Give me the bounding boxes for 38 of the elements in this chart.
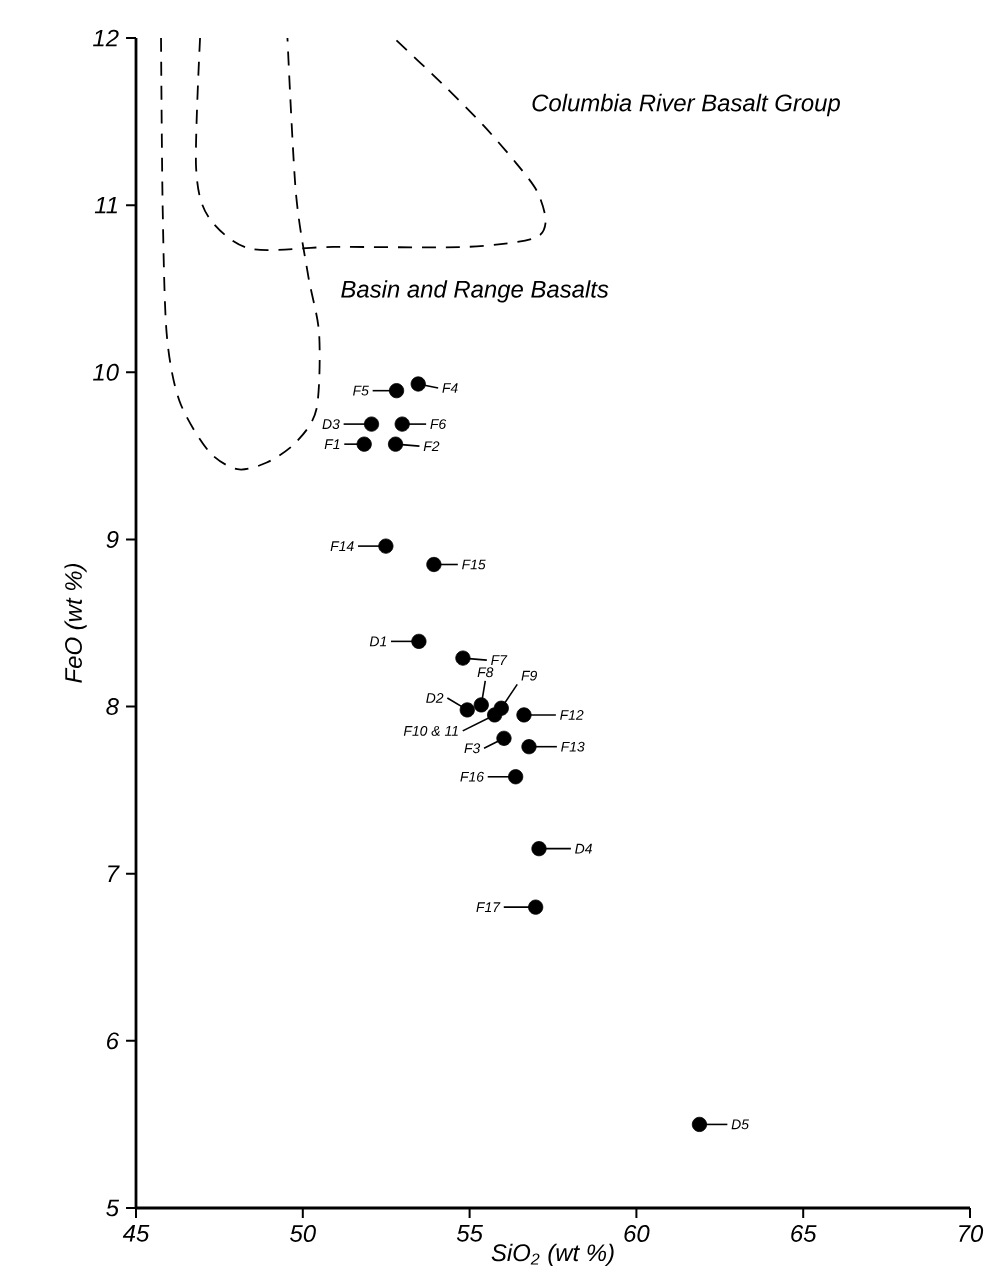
point bbox=[516, 707, 532, 723]
y-tick-label: 8 bbox=[106, 698, 119, 716]
point bbox=[426, 556, 442, 573]
y-tick-label: 5 bbox=[106, 1199, 120, 1217]
point bbox=[691, 1116, 708, 1132]
x-tick-label: 45 bbox=[122, 1225, 150, 1242]
point bbox=[363, 416, 380, 432]
x-axis-title: SiO$_{2}$ (wt %) bbox=[491, 1243, 614, 1266]
series-label: Columbia River Basalt Group bbox=[532, 93, 840, 117]
point bbox=[410, 376, 426, 392]
point bbox=[411, 633, 427, 649]
point bbox=[388, 383, 405, 399]
point bbox=[528, 899, 544, 915]
point bbox=[487, 707, 503, 723]
point bbox=[473, 697, 489, 713]
y-tick-label: 12 bbox=[93, 29, 119, 47]
y-tick-label: 9 bbox=[106, 530, 119, 548]
point bbox=[531, 841, 547, 857]
point bbox=[356, 436, 372, 452]
point bbox=[459, 702, 475, 718]
point bbox=[508, 769, 524, 785]
x-tick-label: 60 bbox=[624, 1225, 650, 1242]
y-tick-label: 7 bbox=[108, 865, 120, 882]
y-tick-label: 11 bbox=[94, 196, 117, 214]
point bbox=[521, 739, 537, 755]
x-tick-label: 55 bbox=[456, 1225, 483, 1242]
series-label: Basin and Range Basalts bbox=[341, 280, 609, 303]
point bbox=[455, 650, 471, 666]
x-tick-label: 65 bbox=[791, 1225, 817, 1242]
x-tick-label: 50 bbox=[290, 1225, 316, 1242]
y-axis-title: FeO (wt %) bbox=[64, 564, 87, 683]
point bbox=[378, 538, 394, 554]
x-tick-label: 70 bbox=[959, 1225, 984, 1242]
point bbox=[394, 416, 410, 432]
point bbox=[496, 730, 512, 746]
point bbox=[387, 436, 404, 452]
y-tick-label: 6 bbox=[107, 1032, 119, 1050]
y-tick-label: 10 bbox=[93, 363, 119, 381]
